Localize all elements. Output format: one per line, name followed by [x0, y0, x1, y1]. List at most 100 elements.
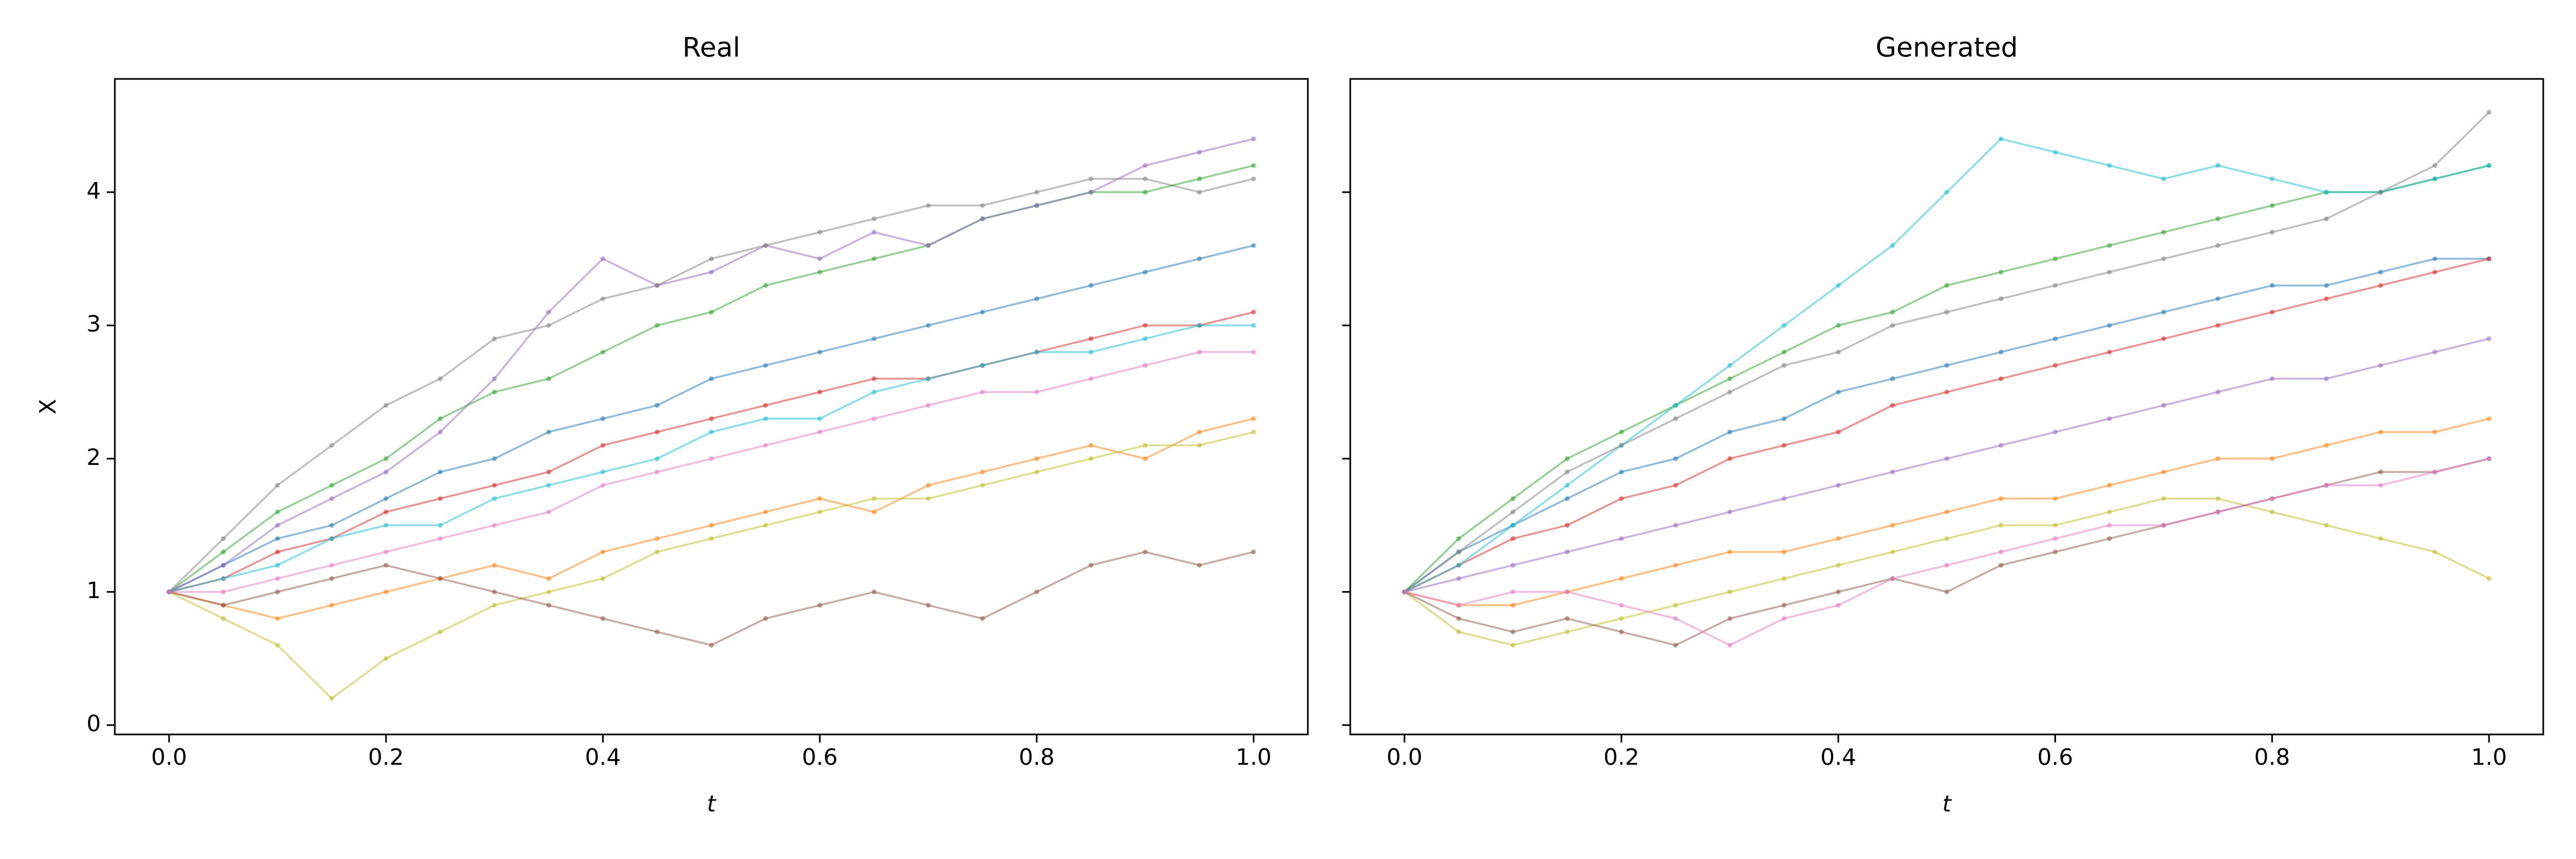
- path-point: [1143, 176, 1148, 181]
- path-point: [2053, 549, 2058, 555]
- path-point: [275, 616, 280, 621]
- path-point: [1890, 309, 1895, 315]
- path-point: [872, 389, 877, 395]
- path-point: [1890, 549, 1895, 555]
- path-point: [709, 270, 714, 275]
- path-point: [1510, 496, 1516, 501]
- path-point: [2432, 469, 2438, 475]
- path-point: [2432, 256, 2438, 261]
- path-point: [1619, 430, 1624, 435]
- axes-frame: [114, 78, 1309, 736]
- path-point: [2324, 376, 2329, 381]
- path-point: [437, 496, 443, 501]
- axes-frame: [1349, 78, 2544, 736]
- path-point: [1034, 389, 1040, 395]
- path-point: [600, 256, 605, 261]
- path-point: [2486, 416, 2492, 421]
- path-point: [2215, 163, 2221, 168]
- x-tick-label: 0.0: [151, 744, 187, 770]
- path-point: [1088, 376, 1094, 381]
- path-point: [1402, 589, 1407, 594]
- path-point: [1619, 576, 1624, 581]
- path-point: [872, 376, 877, 381]
- path-point: [1890, 469, 1895, 475]
- path-point: [383, 456, 389, 461]
- path-point: [1890, 522, 1895, 528]
- path-point: [1673, 483, 1678, 488]
- path-point: [763, 243, 769, 248]
- path-point: [654, 469, 660, 475]
- path-point: [2270, 229, 2275, 235]
- path-point: [437, 416, 443, 421]
- path-point: [1510, 602, 1516, 608]
- path-point: [1456, 629, 1461, 635]
- path-point: [2161, 469, 2167, 475]
- path-point: [1564, 549, 1570, 555]
- path-point: [872, 496, 877, 501]
- path-point: [2161, 522, 2167, 528]
- path-point: [2270, 176, 2275, 181]
- path-point: [1564, 483, 1570, 488]
- path-point: [926, 323, 931, 328]
- path-point: [492, 376, 497, 381]
- path-point: [817, 509, 823, 515]
- path-point: [1510, 563, 1516, 568]
- path-point: [2486, 163, 2492, 168]
- path-point: [221, 589, 226, 594]
- path-point: [2432, 176, 2438, 181]
- path-point: [1564, 616, 1570, 621]
- path-point: [1999, 350, 2004, 355]
- path-point: [1835, 350, 1841, 355]
- path-point: [709, 430, 714, 435]
- path-point: [1510, 589, 1516, 594]
- path-point: [221, 536, 226, 541]
- path-point: [492, 336, 497, 341]
- path-point: [1619, 442, 1624, 448]
- y-tick-label: 0: [86, 710, 101, 737]
- y-tick-label: 1: [86, 577, 101, 603]
- path-point: [980, 469, 985, 475]
- path-point: [2215, 243, 2221, 248]
- path-point: [2486, 256, 2492, 261]
- path-point: [2324, 483, 2329, 488]
- path-point: [1727, 376, 1732, 381]
- path-point: [763, 363, 769, 368]
- path-point: [1835, 483, 1841, 488]
- path-point: [817, 389, 823, 395]
- path-point: [2432, 549, 2438, 555]
- path-point: [980, 216, 985, 222]
- path-point: [1143, 336, 1148, 341]
- path-point: [763, 442, 769, 448]
- path-point: [600, 616, 605, 621]
- path-point: [437, 536, 443, 541]
- path-point: [2270, 309, 2275, 315]
- path-point: [1619, 469, 1624, 475]
- path-point: [492, 483, 497, 488]
- path-point: [980, 203, 985, 208]
- path-point: [1088, 442, 1094, 448]
- path-point: [2215, 296, 2221, 301]
- path-point: [1251, 430, 1256, 435]
- path-point: [872, 216, 877, 222]
- path-point: [546, 323, 551, 328]
- sample-path: [1403, 497, 2490, 646]
- path-point: [1890, 376, 1895, 381]
- path-point: [2107, 243, 2112, 248]
- path-point: [437, 469, 443, 475]
- path-point: [817, 270, 823, 275]
- path-point: [1999, 563, 2004, 568]
- path-point: [2053, 283, 2058, 288]
- path-point: [1143, 270, 1148, 275]
- path-point: [2432, 430, 2438, 435]
- x-tick-label: 0.2: [368, 744, 404, 770]
- path-point: [275, 536, 280, 541]
- path-point: [600, 483, 605, 488]
- path-point: [546, 602, 551, 608]
- path-point: [709, 536, 714, 541]
- path-point: [2053, 496, 2058, 501]
- path-point: [1999, 270, 2004, 275]
- path-point: [546, 430, 551, 435]
- path-point: [1944, 589, 1949, 594]
- path-point: [1034, 190, 1040, 195]
- path-point: [1727, 509, 1732, 515]
